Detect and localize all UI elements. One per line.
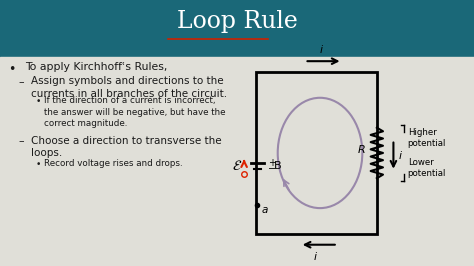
Text: i: i bbox=[399, 151, 402, 161]
Text: –: – bbox=[18, 77, 24, 87]
Text: Loop Rule: Loop Rule bbox=[176, 10, 298, 33]
Text: Choose a direction to transverse the
loops.: Choose a direction to transverse the loo… bbox=[31, 136, 221, 159]
Text: –: – bbox=[18, 136, 24, 147]
Text: −: − bbox=[268, 164, 276, 174]
Text: Higher
potential: Higher potential bbox=[408, 128, 446, 148]
Text: •: • bbox=[9, 63, 16, 76]
Text: R: R bbox=[358, 145, 365, 155]
Text: +: + bbox=[268, 158, 276, 168]
Text: i: i bbox=[319, 44, 323, 55]
Text: a: a bbox=[261, 205, 267, 215]
Text: If the direction of a current is incorrect,
the answer will be negative, but hav: If the direction of a current is incorre… bbox=[44, 96, 225, 128]
Text: To apply Kirchhoffʿs Rules,: To apply Kirchhoffʿs Rules, bbox=[25, 62, 167, 72]
Text: B: B bbox=[273, 161, 281, 171]
Text: Assign symbols and directions to the
currents in all branches of the circuit.: Assign symbols and directions to the cur… bbox=[31, 76, 227, 99]
Text: •: • bbox=[36, 160, 41, 169]
Text: Record voltage rises and drops.: Record voltage rises and drops. bbox=[44, 159, 182, 168]
Text: Lower
potential: Lower potential bbox=[408, 158, 446, 178]
Text: i: i bbox=[314, 252, 317, 262]
Bar bbox=[0, 57, 474, 266]
Text: $\mathcal{E}$: $\mathcal{E}$ bbox=[232, 159, 243, 173]
Bar bbox=[0, 0, 474, 57]
Bar bbox=[256, 72, 377, 234]
Text: •: • bbox=[36, 97, 41, 106]
